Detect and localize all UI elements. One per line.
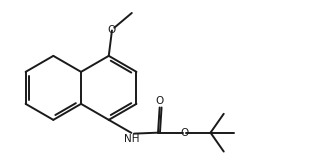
Text: O: O bbox=[180, 128, 188, 138]
Text: O: O bbox=[156, 96, 164, 106]
Text: O: O bbox=[108, 25, 116, 35]
Text: NH: NH bbox=[124, 134, 140, 144]
